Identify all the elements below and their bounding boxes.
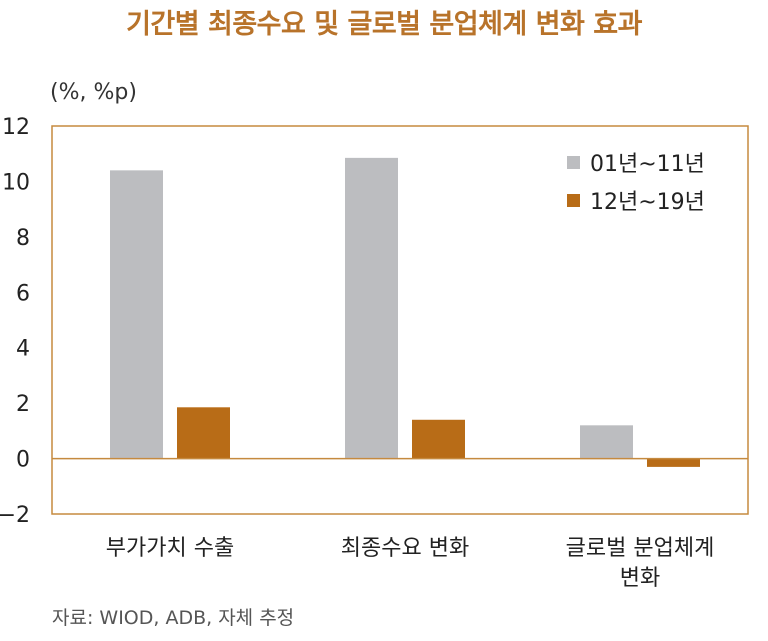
chart-title: 기간별 최종수요 및 글로벌 분업체계 변화 효과 xyxy=(126,9,642,40)
bar-series-1-cat-1 xyxy=(110,170,163,459)
y-tick-label: 6 xyxy=(16,281,30,306)
bars xyxy=(110,157,700,467)
legend-label-2: 12년~19년 xyxy=(590,190,705,215)
y-axis-ticks: 12 10 8 6 4 2 0 −2 xyxy=(0,115,30,528)
bar-series-2-cat-3 xyxy=(647,458,700,467)
y-tick-label: 0 xyxy=(16,448,30,473)
y-tick-label: 12 xyxy=(2,115,30,140)
unit-label: (%, %p) xyxy=(50,80,137,105)
bar-series-2-cat-1 xyxy=(177,407,230,459)
y-tick-label: 8 xyxy=(16,226,30,251)
y-tick-label: −2 xyxy=(0,503,30,528)
legend: 01년~11년 12년~19년 xyxy=(567,152,705,215)
bar-series-1-cat-2 xyxy=(345,157,398,459)
category-label: 변화 xyxy=(620,566,660,591)
category-label: 글로벌 분업체계 xyxy=(566,536,715,561)
source-note: 자료: WIOD, ADB, 자체 추정 xyxy=(52,607,295,629)
y-tick-label: 4 xyxy=(16,337,30,362)
legend-swatch-2 xyxy=(567,194,580,207)
bar-series-1-cat-3 xyxy=(580,425,633,459)
bar-series-2-cat-2 xyxy=(412,419,465,459)
category-label: 최종수요 변화 xyxy=(341,536,469,561)
legend-swatch-1 xyxy=(567,156,580,169)
legend-label-1: 01년~11년 xyxy=(590,152,705,177)
plot-frame xyxy=(51,125,749,515)
category-label: 부가가치 수출 xyxy=(106,536,234,561)
y-tick-label: 10 xyxy=(2,170,30,195)
y-tick-label: 2 xyxy=(16,392,30,417)
